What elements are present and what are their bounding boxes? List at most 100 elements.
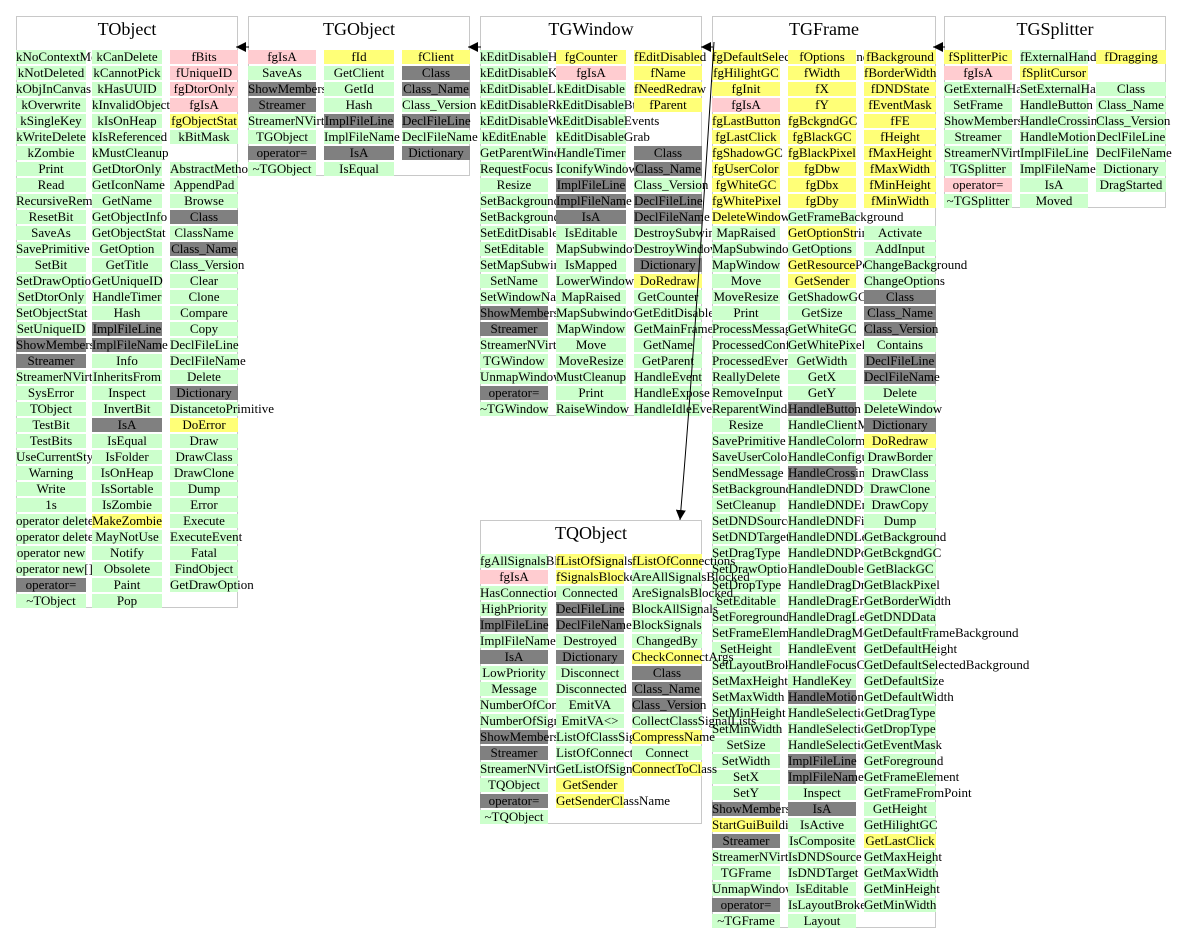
member-cell: ExecuteEvent xyxy=(170,529,243,544)
member-cell: DrawClone xyxy=(170,466,238,480)
member-cell: fMinHeight xyxy=(864,178,936,192)
member-cell: Read xyxy=(16,178,86,192)
member-cell: IsEqual xyxy=(92,434,162,448)
member-cell: Class xyxy=(634,146,702,160)
member-cell: fgIsA xyxy=(712,98,780,112)
member-cell: GetDrawOption xyxy=(170,577,254,592)
member-cell: operator= xyxy=(248,146,316,160)
member-cell: MoveResize xyxy=(712,289,780,304)
member-cell: SetDNDSource xyxy=(712,513,793,528)
member-cell: HandleCrossing xyxy=(788,465,872,480)
member-cell: TGObject xyxy=(248,130,316,144)
member-cell: fFE xyxy=(864,114,936,128)
member-cell: ImplFileLine xyxy=(480,617,549,632)
member-cell: Pop xyxy=(92,594,162,608)
member-cell: SetDrawOption xyxy=(712,561,794,576)
member-cell: fEventMask xyxy=(864,98,936,112)
member-cell: fgIsA xyxy=(170,98,238,112)
member-cell: IsMapped xyxy=(556,258,626,272)
member-cell: DrawClone xyxy=(864,482,936,496)
member-cell: UseCurrentStyle xyxy=(16,449,103,464)
member-cell: DoRedraw xyxy=(634,274,702,288)
member-cell: fName xyxy=(634,66,702,80)
member-cell: Browse xyxy=(170,194,238,208)
member-cell: Streamer xyxy=(480,322,548,336)
member-cell: kNotDeleted xyxy=(16,65,86,80)
member-cell: TGSplitter xyxy=(944,162,1012,176)
member-cell: TObject xyxy=(16,402,86,416)
member-column: fgAllSignalsBlocked fgIsA HasConnection Hig… xyxy=(480,554,601,826)
class-box-tobject: TObject kNoContextMenu kNotDeleted kObjInC… xyxy=(16,16,274,608)
member-cell: fgIsA xyxy=(248,50,316,64)
member-cell: HasConnection xyxy=(480,585,561,600)
member-cell: fgDbx xyxy=(788,178,856,192)
member-cell: fNeedRedraw xyxy=(634,81,707,96)
member-cell: DestroyWindow xyxy=(634,241,720,256)
member-cell: HandleIdleEvent xyxy=(634,401,723,416)
member-cell: GetObjectStat xyxy=(92,225,166,240)
member-cell: IsDNDSource xyxy=(788,849,862,864)
member-cell: IsZombie xyxy=(92,498,162,512)
member-cell: Class_Version xyxy=(864,321,939,336)
member-cell: kIsOnHeap xyxy=(92,114,162,128)
member-cell: kBitMask xyxy=(170,130,238,144)
member-cell: Execute xyxy=(170,514,238,528)
member-cell: ConnectToClass xyxy=(632,761,718,776)
member-cell: MakeZombie xyxy=(92,513,163,528)
member-cell: GetBackground xyxy=(864,529,947,544)
member-cell: Warning xyxy=(16,466,86,480)
member-column: fBits fUniqueID fgDtorOnly fgIsA fgObjectSta… xyxy=(170,50,274,594)
member-cell: Streamer xyxy=(16,354,86,368)
member-cell: fEditDisabled xyxy=(634,49,707,64)
member-cell: Destroyed xyxy=(556,634,624,648)
class-box-tqobject: TQObject fgAllSignalsBlocked fgIsA HasConn… xyxy=(480,520,756,826)
member-cell: fSplitCursor xyxy=(1020,65,1088,80)
member-cell: ReallyDelete xyxy=(712,369,780,384)
member-cell: operator delete xyxy=(16,513,94,528)
member-cell: fDNDState xyxy=(864,82,936,96)
member-cell: fgObjectStat xyxy=(170,113,238,128)
member-cell: fParent xyxy=(634,98,702,112)
member-cell: UnmapWindow xyxy=(480,369,563,384)
member-cell: HandleMotion xyxy=(788,689,864,704)
class-box-tgframe: TGFrame fgDefaultSelectedBackgroundfgHil… xyxy=(712,16,1029,928)
member-cell: Dump xyxy=(170,482,238,496)
member-cell: GetName xyxy=(92,194,162,208)
member-cell: RequestFocus xyxy=(480,161,553,176)
member-cell: fMaxWidth xyxy=(864,162,936,176)
member-cell: GetMaxHeight xyxy=(864,849,942,864)
member-cell: HighPriority xyxy=(480,601,548,616)
member-cell: DeclFileName xyxy=(170,353,246,368)
member-cell: IsA xyxy=(324,146,394,160)
member-cell: HandleSelection xyxy=(788,705,874,720)
member-cell: ~TGFrame xyxy=(712,914,780,928)
member-cell: Clear xyxy=(170,274,238,288)
member-cell: fgCounter xyxy=(556,50,626,64)
member-cell: kInvalidObject xyxy=(92,97,170,112)
member-cell: fgLastClick xyxy=(712,130,780,144)
member-cell: ChangedBy xyxy=(632,634,702,648)
member-cell: fBackground xyxy=(864,50,936,64)
member-cell: ImplFileLine xyxy=(1020,145,1089,160)
member-cell: IsComposite xyxy=(788,833,856,848)
member-cell: Connected xyxy=(556,586,624,600)
member-cell: Dictionary xyxy=(1096,162,1166,176)
member-cell: fOptions xyxy=(788,50,856,64)
member-cell: DeclFileName xyxy=(556,617,632,632)
class-title: TGWindow xyxy=(548,19,634,39)
member-cell: RaiseWindow xyxy=(556,401,630,416)
member-cell: 1s xyxy=(16,498,86,512)
member-cell: IsSortable xyxy=(92,482,162,496)
member-cell: IsOnHeap xyxy=(92,466,162,480)
member-cell: Class_Name xyxy=(170,241,238,256)
member-cell: GetShadowGC xyxy=(788,289,867,304)
member-cell: GetIconName xyxy=(92,177,165,192)
member-cell: GetTitle xyxy=(92,258,162,272)
member-cell: ProcessedEvent xyxy=(712,353,795,368)
member-cell: HandleButton xyxy=(788,401,861,416)
member-cell: ProcessMessage xyxy=(712,321,798,336)
member-cell: GetEventMask xyxy=(864,737,942,752)
member-cell: fListOfSignals xyxy=(556,553,633,568)
member-cell: GetBorderWidth xyxy=(864,593,951,608)
member-cell: TQObject xyxy=(480,778,548,792)
